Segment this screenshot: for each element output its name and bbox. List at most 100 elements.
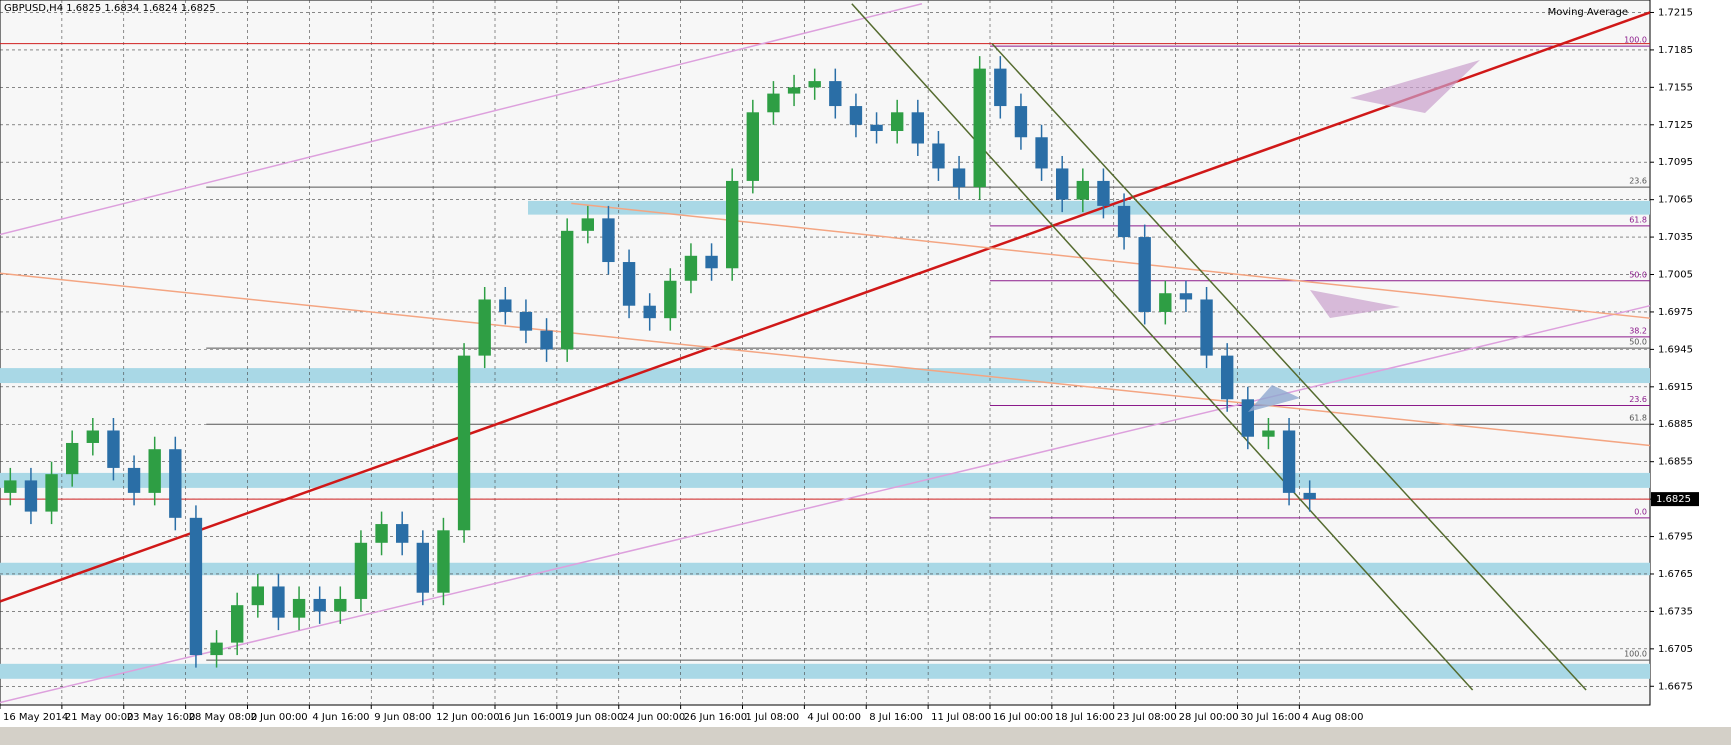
y-tick-label: 1.7065 (1658, 195, 1693, 206)
fib-label: 100.0 (1624, 650, 1647, 659)
x-tick-label: 4 Jun 16:00 (312, 712, 369, 723)
candle-body (705, 255, 718, 269)
candle-body (45, 474, 58, 512)
trendline (0, 272, 1651, 447)
candle-body (148, 449, 161, 493)
candle-body (932, 143, 945, 169)
y-tick-label: 1.6885 (1658, 419, 1693, 430)
candle-body (891, 112, 904, 132)
candle-body (354, 542, 368, 599)
candle-body (808, 81, 821, 88)
x-tick-label: 28 Jul 00:00 (1179, 712, 1239, 723)
x-tick-label: 11 Jul 08:00 (931, 712, 991, 723)
candle-body (952, 168, 966, 188)
x-tick-label: 4 Jul 00:00 (807, 712, 861, 723)
candle-body (1200, 299, 1213, 356)
x-tick-label: 16 Jun 16:00 (498, 712, 562, 723)
trendline (0, 304, 1651, 704)
fib-label: 61.8 (1629, 215, 1647, 224)
y-tick-label: 1.7035 (1658, 232, 1693, 243)
candle-body (1221, 355, 1234, 400)
x-tick-label: 24 Jun 00:00 (622, 712, 686, 723)
candle-body (396, 524, 409, 543)
candle-body (622, 262, 636, 306)
x-tick-label: 18 Jul 16:00 (1055, 712, 1115, 723)
y-tick-label: 1.7005 (1658, 270, 1693, 281)
fib-label: 23.6 (1629, 395, 1647, 404)
x-tick-label: 21 May 00:00 (65, 712, 134, 723)
fib-label: 50.0 (1629, 338, 1647, 347)
candle-body (1014, 106, 1028, 138)
x-tick-label: 16 May 2014 (3, 712, 68, 723)
chart-title: GBPUSD,H4 1.6825 1.6834 1.6824 1.6825 (4, 3, 216, 14)
candle-body (272, 586, 285, 618)
candle-body (231, 605, 244, 643)
y-tick-label: 1.6765 (1658, 569, 1693, 580)
fib-label: 23.6 (1629, 177, 1647, 186)
x-tick-label: 26 Jun 16:00 (684, 712, 748, 723)
candle-body (437, 530, 450, 593)
candle-body (726, 180, 739, 269)
candle-body (4, 480, 17, 493)
candle-body (1117, 205, 1131, 238)
candle-body (1138, 237, 1151, 312)
candle-body (664, 280, 677, 319)
y-tick-label: 1.6705 (1658, 644, 1693, 655)
candle-body (1303, 492, 1316, 500)
candle-body (86, 430, 99, 443)
candle-body (127, 467, 141, 493)
candle-body (499, 299, 512, 312)
candle-body (1241, 399, 1254, 437)
triangle (1248, 385, 1300, 412)
candle-body (107, 430, 120, 468)
y-tick-label: 1.7215 (1658, 7, 1693, 18)
y-tick-label: 1.6975 (1658, 307, 1693, 318)
candle-body (849, 106, 863, 125)
y-tick-label: 1.6855 (1658, 457, 1693, 468)
candle-body (1179, 293, 1193, 300)
x-tick-label: 4 Aug 08:00 (1302, 712, 1363, 723)
candle-body (787, 87, 801, 94)
x-tick-label: 8 Jul 16:00 (869, 712, 923, 723)
candle-body (519, 311, 533, 331)
candle-body (292, 598, 306, 618)
last-price-label: 1.6825 (1656, 494, 1691, 505)
candle-body (1056, 168, 1069, 200)
indicator-label: Moving Average (1548, 7, 1628, 18)
y-tick-label: 1.6945 (1658, 344, 1693, 355)
candle-body (251, 586, 264, 606)
candle-body (746, 112, 759, 181)
x-tick-label: 28 May 08:00 (189, 712, 258, 723)
candle-body (829, 81, 842, 107)
x-tick-label: 19 Jun 08:00 (560, 712, 624, 723)
candle-body (24, 480, 38, 512)
candle-body (1282, 430, 1296, 493)
trendline (0, 3, 923, 236)
x-tick-label: 1 Jul 08:00 (746, 712, 800, 723)
trendline (571, 202, 1651, 319)
candle-body (973, 68, 986, 188)
candle-body (994, 68, 1007, 107)
x-tick-label: 12 Jun 00:00 (436, 712, 500, 723)
candle-body (334, 598, 347, 612)
fib-label: 100.0 (1624, 36, 1647, 45)
candle-body (189, 517, 203, 656)
candle-body (1159, 293, 1172, 312)
trendline (991, 43, 1587, 691)
candle-body (375, 524, 388, 543)
candle-body (457, 355, 471, 531)
y-tick-label: 1.7185 (1658, 45, 1693, 56)
x-tick-label: 23 Jul 08:00 (1117, 712, 1177, 723)
y-tick-label: 1.6795 (1658, 532, 1693, 543)
candle-body (540, 330, 553, 350)
y-tick-label: 1.7095 (1658, 157, 1693, 168)
candle-body (767, 93, 780, 113)
fib-label: 0.0 (1634, 507, 1647, 516)
candle-body (643, 305, 656, 319)
trendline (851, 3, 1474, 691)
triangle (1350, 60, 1480, 113)
candle-body (210, 642, 223, 656)
candle-body (1097, 180, 1110, 206)
trendline (0, 11, 1651, 603)
